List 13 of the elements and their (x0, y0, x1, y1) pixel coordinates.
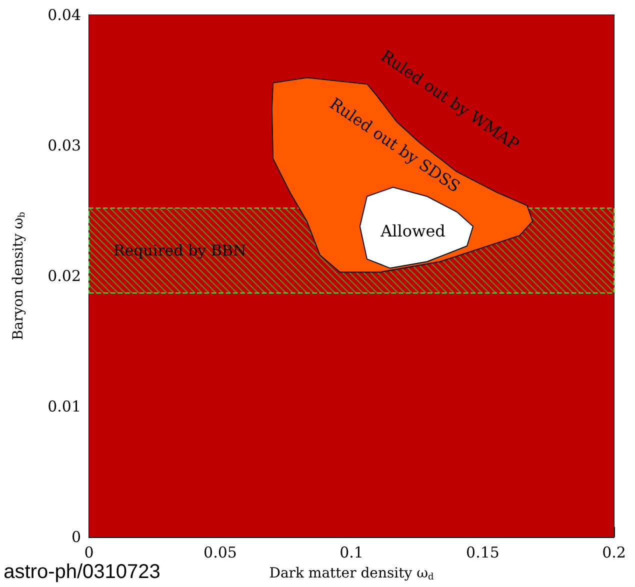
y-tick-label: 0.02 (48, 267, 81, 285)
x-tick-label: 0.2 (602, 544, 626, 562)
x-tick-label: 0 (84, 544, 94, 562)
y-axis-title: Baryon density ωb (10, 212, 28, 340)
x-tick-label: 0.1 (340, 544, 364, 562)
x-tick-label: 0.05 (204, 544, 237, 562)
y-tick-label: 0.04 (48, 6, 81, 24)
y-tick-label: 0.03 (48, 136, 81, 154)
annotation: Allowed (380, 222, 446, 240)
text: astro-ph/0310723 (4, 561, 160, 583)
y-tick-label: 0 (71, 528, 81, 546)
y-tick-label: 0.01 (48, 398, 81, 416)
x-tick-label: 0.15 (466, 544, 500, 562)
